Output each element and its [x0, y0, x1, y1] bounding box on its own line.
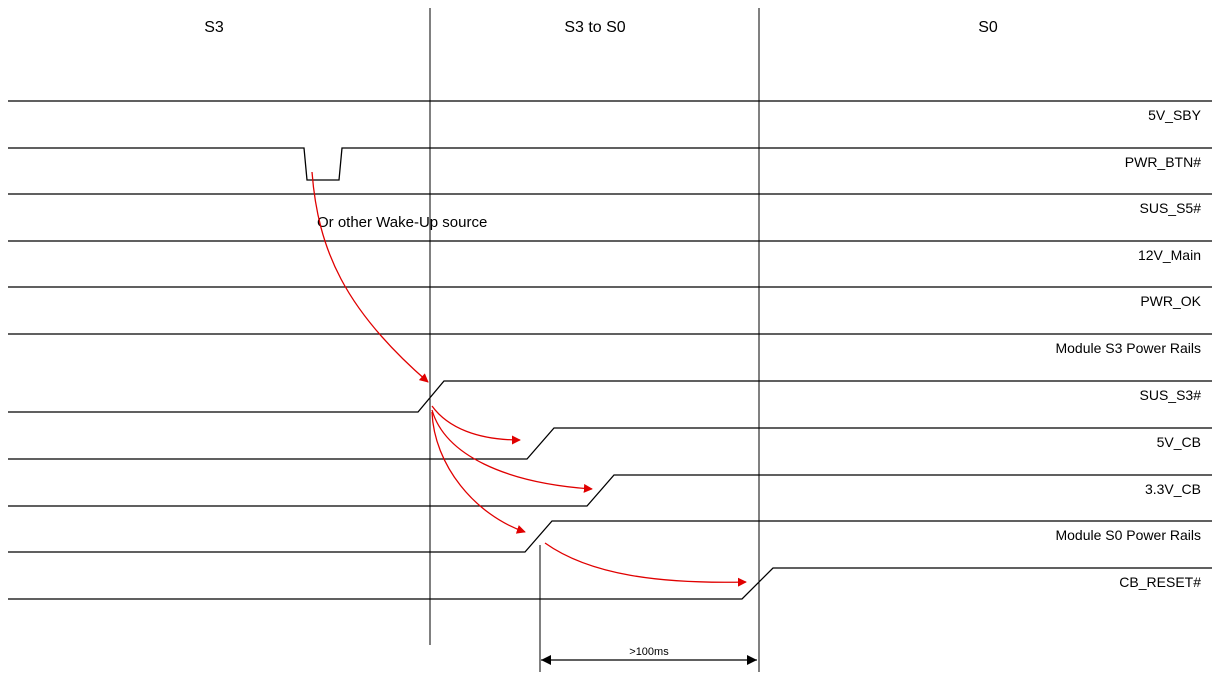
waveform-3-3v-cb [8, 474, 1212, 507]
arrow-wake-to-sus-s3 [311, 171, 429, 383]
arrow-sus-s3-to-3-3v-cb [431, 409, 593, 493]
arrow-sus-s3-to-module-s0-rails [431, 411, 526, 534]
signal-label-pwr-ok: PWR_OK [1140, 293, 1201, 309]
phase-label-s0: S0 [978, 19, 998, 36]
signal-label-pwr-btn: PWR_BTN# [1125, 154, 1201, 170]
signal-label-module-s0-rails: Module S0 Power Rails [1055, 527, 1201, 543]
wake-source-note: Or other Wake-Up source [317, 214, 487, 231]
signal-label-cb-reset: CB_RESET# [1119, 574, 1201, 590]
waveform-module-s0-rails [8, 520, 1212, 553]
phase-label-s3-to-s0: S3 to S0 [564, 19, 625, 36]
waveform-5v-cb [8, 427, 1212, 460]
arrow-sus-s3-to-5v-cb [431, 405, 521, 445]
signal-label-sus-s5: SUS_S5# [1140, 200, 1202, 216]
phase-label-s3: S3 [204, 19, 224, 36]
signal-label-module-s3-rails: Module S3 Power Rails [1055, 340, 1201, 356]
arrow-s0-rails-to-cb-reset [544, 542, 747, 587]
signal-label-12v-main: 12V_Main [1138, 247, 1201, 263]
signal-label-sus-s3: SUS_S3# [1140, 387, 1202, 403]
signal-label-3-3v-cb: 3.3V_CB [1145, 481, 1201, 497]
waveform-pwr-btn [8, 147, 1212, 181]
waveform-sus-s3 [8, 380, 1212, 413]
signal-label-5v-cb: 5V_CB [1157, 434, 1201, 450]
signal-label-5v-sby: 5V_SBY [1148, 107, 1202, 123]
delay-label: >100ms [629, 646, 669, 658]
waveform-cb-reset [8, 567, 1212, 600]
